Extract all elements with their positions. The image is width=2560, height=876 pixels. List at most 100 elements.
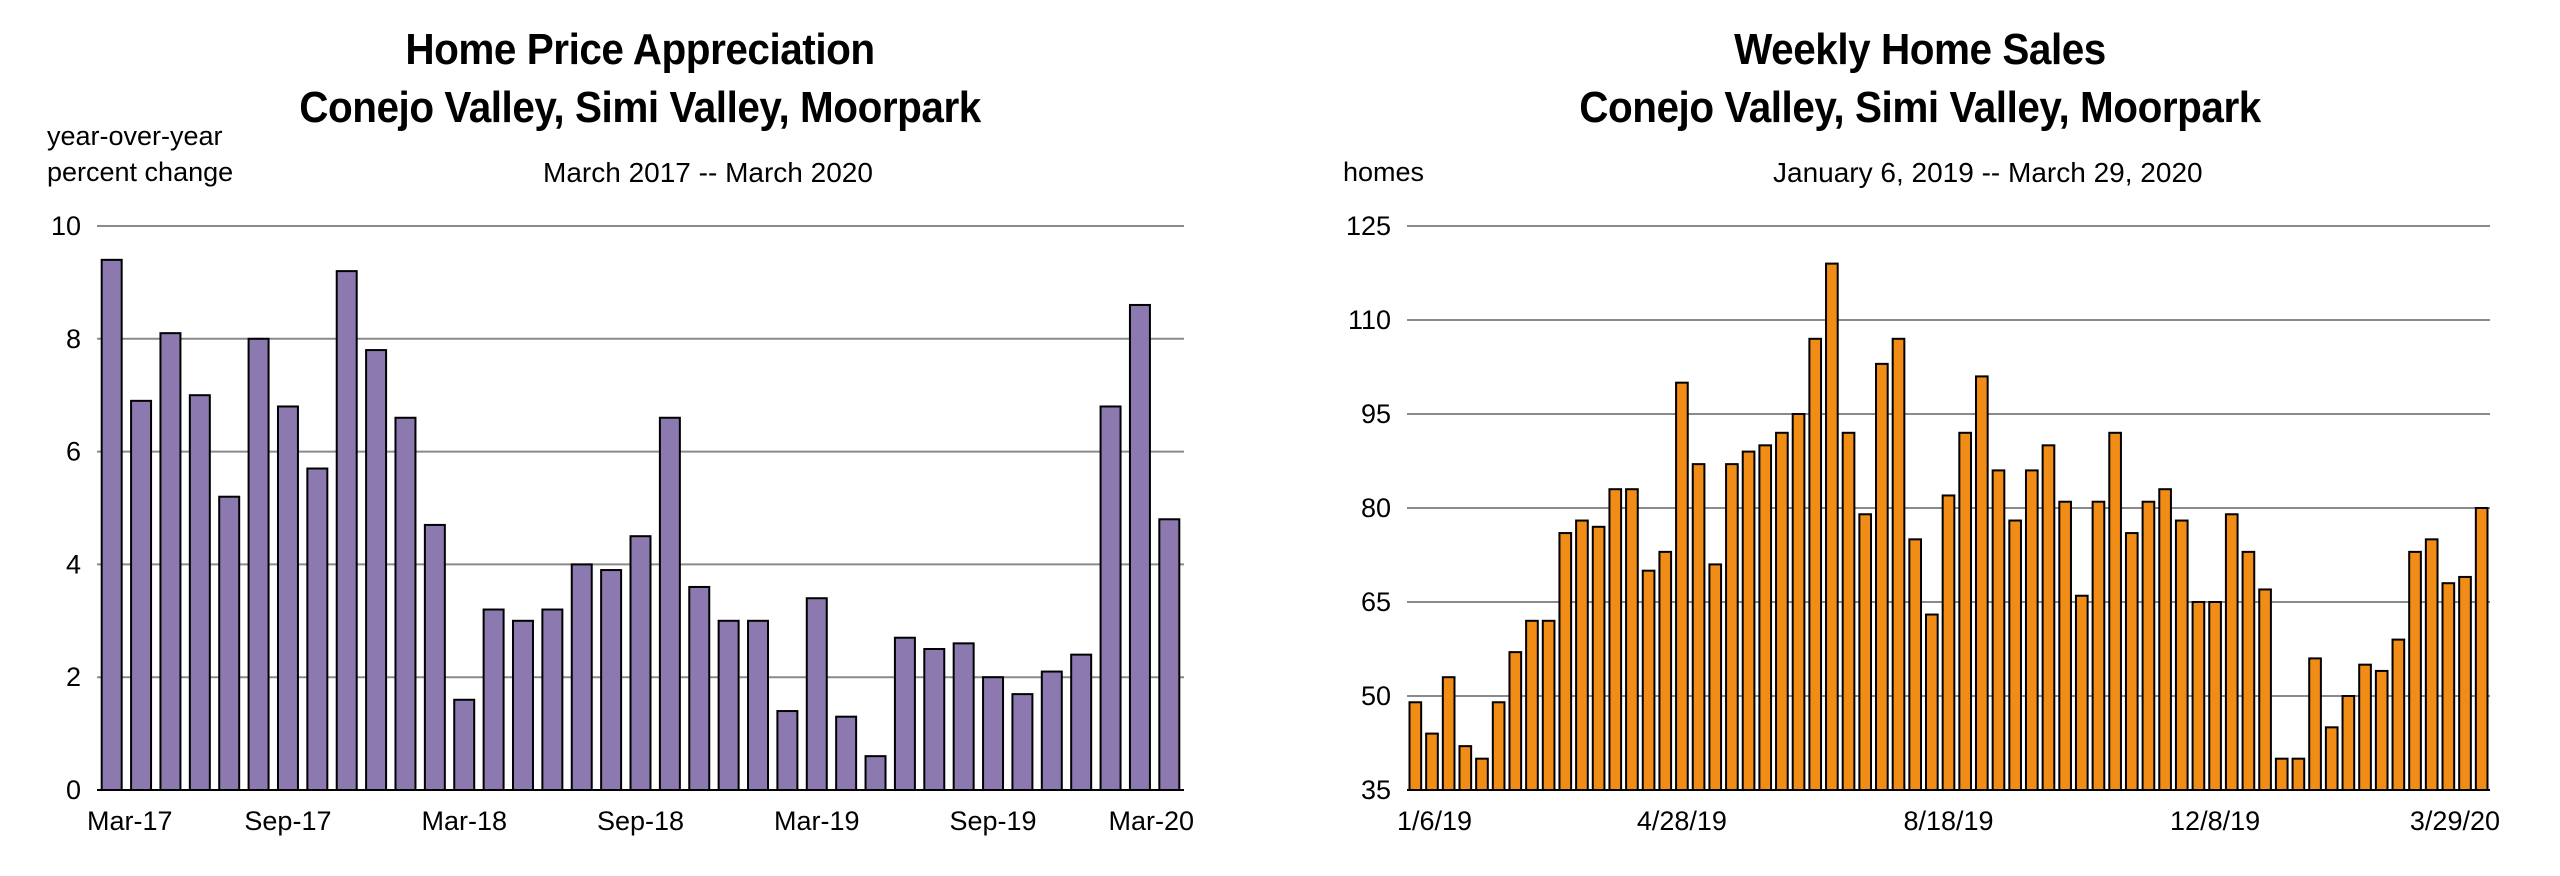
- x-tick-label: 8/18/19: [1903, 806, 1993, 836]
- bar: [1758, 444, 1773, 791]
- bar: [394, 416, 417, 791]
- bar: [1441, 676, 1456, 792]
- bar: [1658, 550, 1673, 791]
- bar: [1558, 532, 1573, 791]
- bar: [1128, 303, 1151, 791]
- bar: [1608, 488, 1623, 791]
- y-tick-label: 10: [51, 211, 81, 241]
- y-tick-label: 6: [66, 437, 81, 467]
- bar: [1425, 732, 1439, 791]
- bar: [1974, 375, 1989, 791]
- bar: [2108, 431, 2122, 791]
- bar: [2174, 519, 2189, 791]
- bar: [1491, 701, 1506, 791]
- bar: [1808, 337, 1823, 791]
- chart-title: Home Price Appreciation: [405, 25, 875, 74]
- bar: [952, 642, 975, 791]
- bar: [188, 394, 211, 791]
- x-tick-label: Mar-19: [774, 806, 860, 836]
- bar: [982, 676, 1005, 792]
- bar: [1070, 653, 1093, 792]
- bar: [1641, 569, 1656, 792]
- bar: [2041, 444, 2056, 791]
- bar: [1525, 619, 1539, 791]
- bar: [1708, 563, 1723, 792]
- chart-title: Weekly Home Sales: [1734, 25, 2106, 74]
- bar: [2008, 519, 2022, 791]
- bar: [2358, 663, 2372, 792]
- bar: [335, 270, 358, 791]
- bar: [2208, 601, 2222, 791]
- y-axis-label-line2: percent change: [47, 157, 234, 187]
- bar: [1891, 337, 1906, 791]
- weekly-sales-chart: Weekly Home Sales Conejo Valley, Simi Va…: [1280, 0, 2560, 876]
- bar: [511, 619, 534, 791]
- bar: [1508, 651, 1523, 792]
- bar: [658, 416, 681, 791]
- x-tick-label: 12/8/19: [2170, 806, 2260, 836]
- bar: [2408, 550, 2422, 791]
- bar: [2441, 582, 2456, 792]
- bar: [923, 648, 946, 791]
- bar: [1099, 405, 1122, 791]
- bar: [1458, 745, 1473, 792]
- bar: [1958, 431, 1972, 791]
- bar: [2258, 588, 2272, 792]
- bar: [423, 523, 446, 791]
- bar: [100, 258, 123, 791]
- bar: [247, 337, 270, 791]
- bar: [1941, 494, 1956, 791]
- y-tick-label: 0: [66, 775, 81, 805]
- x-tick-label: Sep-19: [950, 806, 1037, 836]
- bar: [1475, 757, 1489, 792]
- bar: [2074, 594, 2089, 791]
- bar: [747, 619, 770, 791]
- y-tick-label: 110: [1348, 305, 1391, 335]
- bar: [2474, 507, 2489, 791]
- bar: [1908, 538, 1923, 791]
- bar: [159, 332, 182, 791]
- bar: [2024, 469, 2039, 791]
- date-range: March 2017 -- March 2020: [543, 157, 873, 188]
- x-tick-label: 1/6/19: [1397, 806, 1472, 836]
- date-range: January 6, 2019 -- March 29, 2020: [1773, 157, 2203, 188]
- bar: [2224, 513, 2239, 791]
- bar: [2058, 500, 2072, 791]
- y-axis-label: homes: [1343, 157, 1425, 187]
- bar: [2141, 500, 2156, 791]
- y-tick-label: 8: [66, 324, 81, 354]
- y-tick-label: 4: [66, 549, 81, 579]
- bar: [2191, 601, 2206, 791]
- bar: [1741, 450, 1756, 791]
- bar: [1775, 431, 1789, 791]
- bar: [1408, 701, 1423, 791]
- y-tick-label: 2: [66, 662, 81, 692]
- bar: [600, 569, 623, 791]
- y-tick-label: 50: [1361, 681, 1391, 711]
- price-appreciation-chart: Home Price Appreciation Conejo Valley, S…: [47, 25, 1194, 836]
- bar: [2458, 575, 2472, 792]
- bar: [2308, 657, 2322, 792]
- x-tick-label: Mar-18: [421, 806, 507, 836]
- bar: [1925, 613, 1939, 791]
- bar: [276, 405, 299, 791]
- bar: [2374, 669, 2389, 792]
- bar: [1791, 413, 1806, 791]
- bar: [1991, 469, 2006, 791]
- x-tick-label: 3/29/20: [2410, 806, 2500, 836]
- x-tick-label: Sep-18: [597, 806, 684, 836]
- bar: [1725, 463, 1739, 791]
- bar: [1575, 519, 1589, 791]
- bar: [2124, 532, 2139, 791]
- chart-subtitle: Conejo Valley, Simi Valley, Moorpark: [299, 83, 981, 132]
- bar: [1158, 518, 1181, 792]
- bar: [2158, 488, 2172, 791]
- bar: [2391, 638, 2406, 791]
- bar: [2341, 695, 2356, 791]
- bar: [864, 755, 887, 791]
- bar: [1691, 463, 1706, 791]
- y-tick-label: 125: [1346, 211, 1391, 241]
- bar: [776, 710, 799, 791]
- bar: [2241, 550, 2256, 791]
- bar: [1875, 362, 1889, 791]
